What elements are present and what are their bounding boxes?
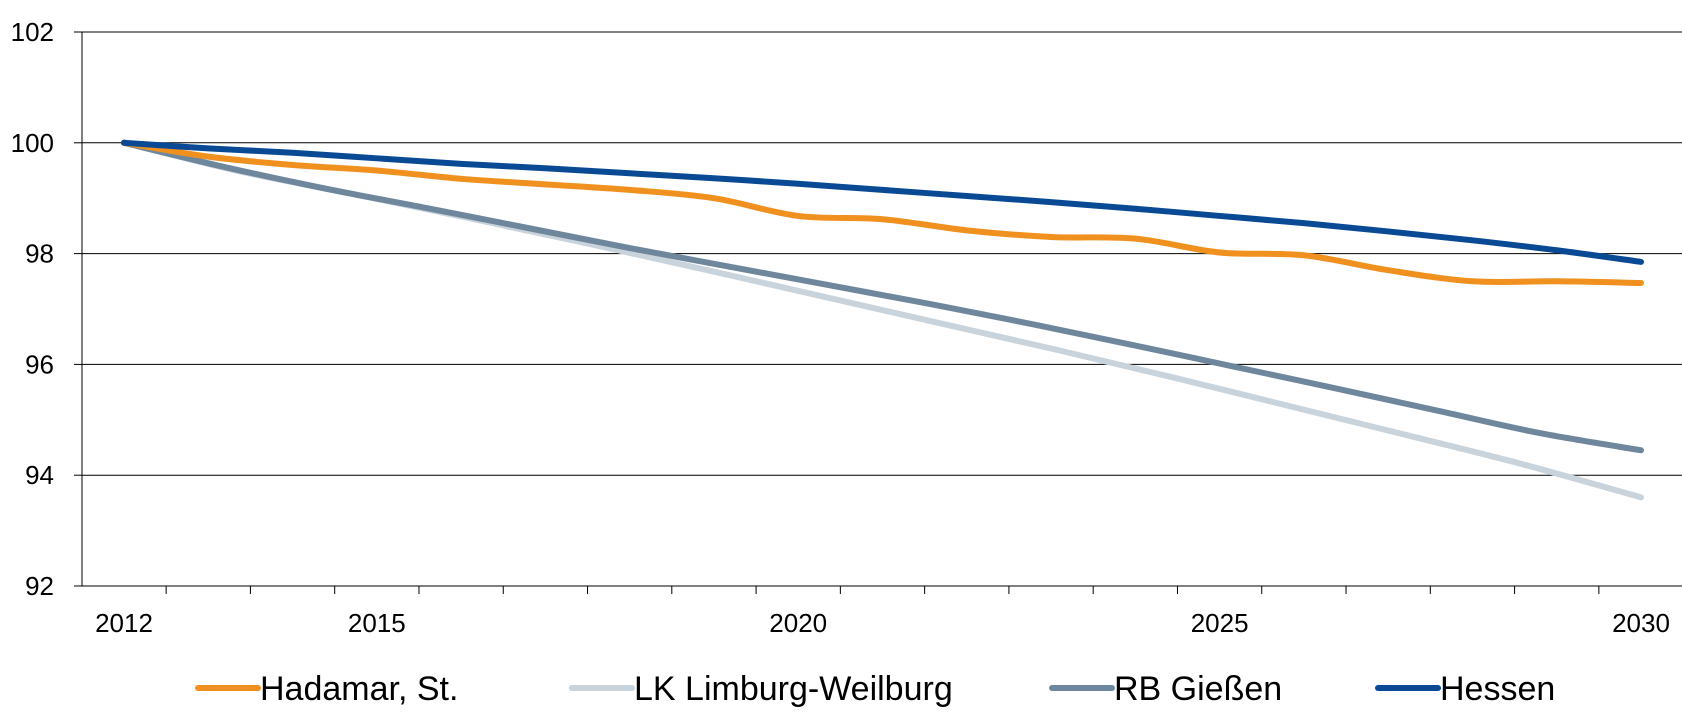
y-tick-label: 102 [11,17,54,47]
series-line-hadamar-st- [121,139,1644,286]
y-tick-label: 92 [25,571,54,601]
x-tick-label: 2020 [769,608,827,638]
series-lines [121,139,1644,501]
x-tick-label: 2012 [95,608,153,638]
gridlines [82,31,1682,476]
x-tick-label: 2025 [1191,608,1249,638]
legend: Hadamar, St. LK Limburg-Weilburg RB Gießen… [195,670,1555,708]
series-line-hessen [121,139,1644,265]
axes: 92 94 96 98 100 102 2012 2015 2020 2025 2030 [11,17,1682,638]
legend-label: Hessen [1440,670,1555,708]
legend-label: LK Limburg-Weilburg [634,670,953,708]
y-tick-label: 98 [25,239,54,269]
y-tick-label: 100 [11,128,54,158]
legend-label: Hadamar, St. [260,670,458,708]
x-tick-label: 2015 [348,608,406,638]
legend-label: RB Gießen [1114,670,1282,708]
series-line-rb-gie-en [121,139,1644,454]
x-tick-label: 2030 [1612,608,1670,638]
y-tick-label: 94 [25,460,54,490]
y-tick-label: 96 [25,349,54,379]
